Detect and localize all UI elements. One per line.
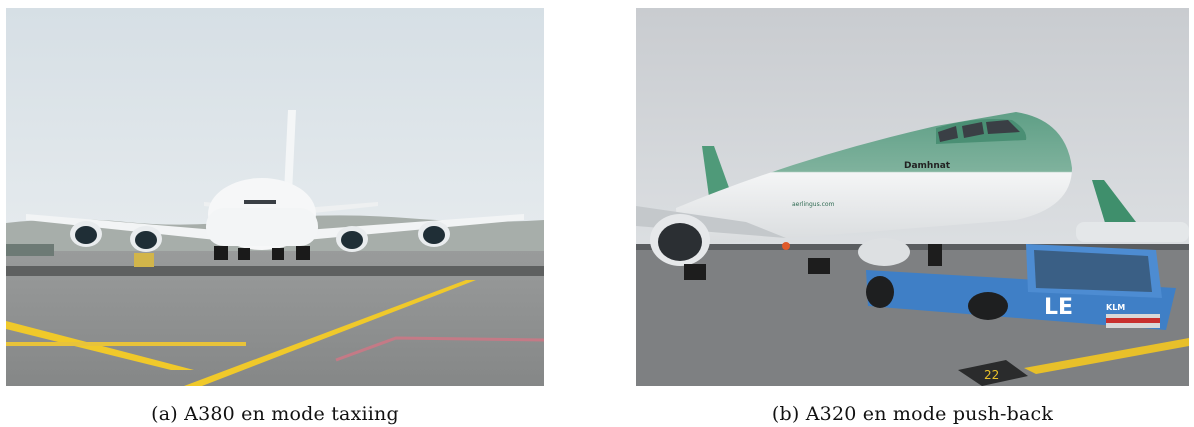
photo-a320-pushback: 22 Damhnat aerlingus.com: [636, 8, 1189, 386]
beacon-light: [782, 242, 790, 250]
figure-b: 22 Damhnat aerlingus.com: [636, 0, 1189, 425]
cockpit-window-2: [962, 122, 984, 138]
red-marking: [335, 336, 544, 362]
pushback-tug: [866, 244, 1176, 330]
a380-aircraft: [26, 110, 524, 260]
main-gear-right: [808, 258, 830, 274]
tug-letters: LE: [1044, 295, 1073, 320]
tug-brand: KLM: [1106, 303, 1125, 312]
airline-web: aerlingus.com: [792, 201, 835, 208]
stand-marking-box: [958, 360, 1028, 386]
yellow-line-horizontal: [6, 342, 246, 346]
engine-right: [858, 238, 910, 266]
photo-a380-taxiing: [6, 8, 544, 386]
a380-photo-svg: [6, 8, 544, 386]
ground-crew: [6, 244, 54, 256]
cockpit-window-1: [938, 126, 958, 142]
distant-fuselage: [1076, 222, 1189, 242]
horizon-vehicles: [636, 244, 1189, 250]
caption-a: (a) A380 en mode taxiing: [6, 403, 544, 425]
a320-photo-svg: 22 Damhnat aerlingus.com: [636, 8, 1189, 386]
caption-b-text: A320 en mode push-back: [805, 403, 1054, 425]
fuselage: [676, 112, 1072, 244]
caption-a-label: (a): [151, 403, 178, 425]
engine-intake: [658, 223, 702, 261]
caption-b: (b) A320 en mode push-back: [636, 403, 1189, 425]
aircraft-name: Damhnat: [904, 161, 951, 171]
yellow-line-diagonal: [184, 280, 476, 386]
nose-gear: [928, 244, 942, 266]
cockpit-window-3: [986, 120, 1020, 134]
yellow-line: [1024, 338, 1189, 374]
taxiway-strip: [6, 266, 544, 276]
stand-marking-text: 22: [984, 368, 999, 382]
follow-me-vehicle: [134, 253, 154, 267]
caption-b-label: (b): [771, 403, 800, 425]
caption-a-text: A380 en mode taxiing: [184, 403, 399, 425]
figure-a: (a) A380 en mode taxiing: [6, 0, 544, 425]
distant-tail: [1092, 180, 1136, 226]
main-gear-left: [684, 264, 706, 280]
wing: [636, 206, 786, 238]
